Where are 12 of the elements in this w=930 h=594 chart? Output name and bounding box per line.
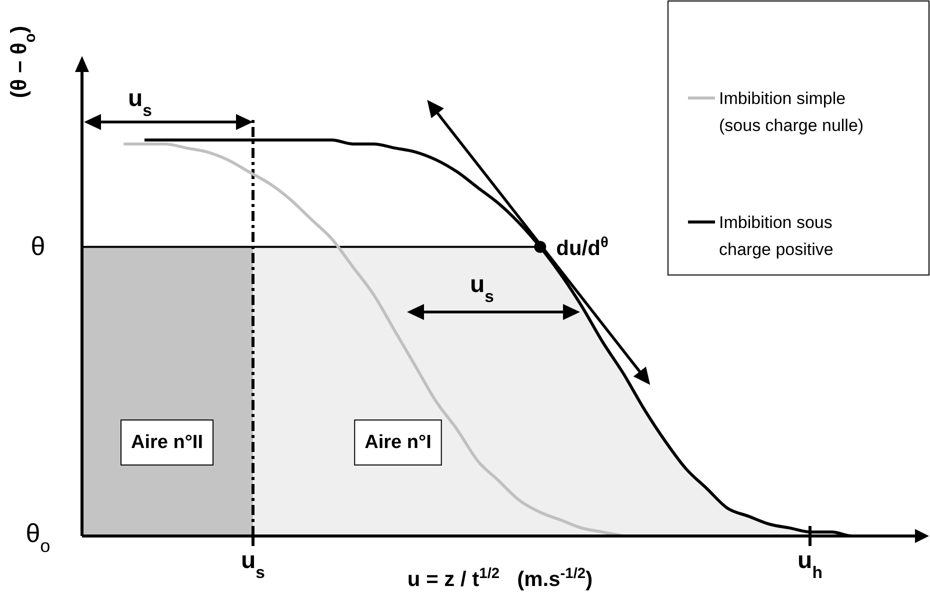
text: u$_{s}$ [240, 547, 266, 582]
annotation: u$_{s}$ [470, 271, 494, 306]
annotation: du/d$^{θ}$ [556, 234, 608, 260]
legend-label: Imbibition sous charge positive [719, 213, 834, 259]
band-label: Aire n°I [364, 432, 432, 453]
text: u$_{s}$ [128, 85, 152, 120]
text: θ$_{o}$ [26, 518, 50, 556]
band-label: Aire n°II [130, 432, 204, 453]
text: u$_{h}$ [798, 547, 822, 582]
legend-label: Imbibition simple (sous charge nulle) [719, 89, 864, 135]
ref-line-label: θ [30, 230, 46, 261]
x-axis-title: u = z / t$^{1/2}$ (m.s$^{-1/2}$) [407, 566, 593, 591]
